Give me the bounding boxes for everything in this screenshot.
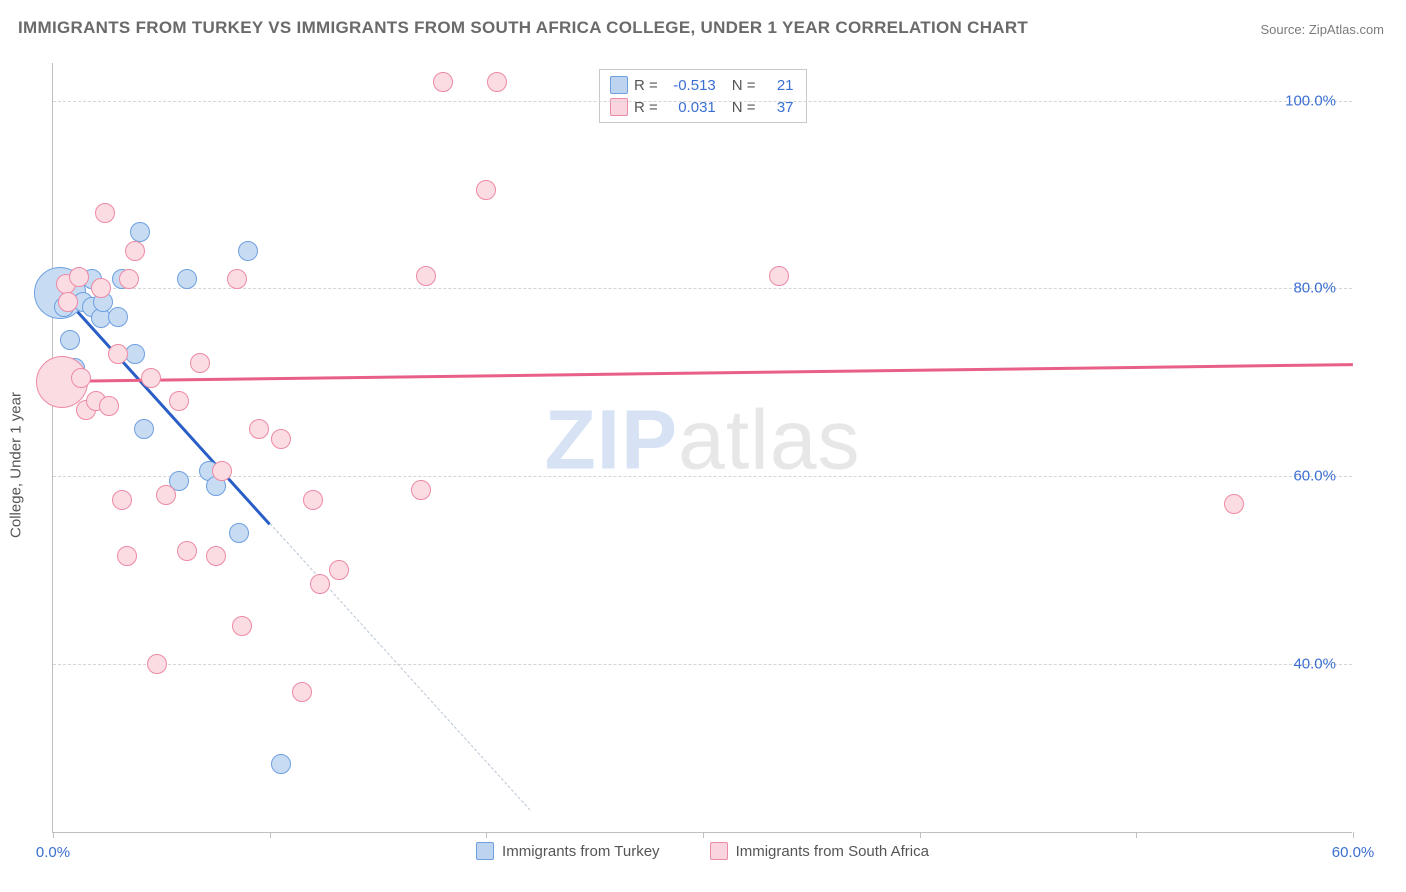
series-name: Immigrants from Turkey [502, 843, 660, 860]
data-point [112, 490, 132, 510]
watermark: ZIPatlas [544, 391, 860, 488]
data-point [271, 754, 291, 774]
legend-row: R = -0.513 N = 21 [610, 74, 794, 96]
data-point [91, 278, 111, 298]
data-point [60, 330, 80, 350]
data-point [147, 654, 167, 674]
data-point [169, 391, 189, 411]
data-point [190, 353, 210, 373]
gridline [53, 288, 1352, 289]
plot-area: ZIPatlas R =-0.513N =21R =0.031N =37 Imm… [52, 63, 1352, 833]
data-point [108, 344, 128, 364]
legend-swatch [476, 842, 494, 860]
data-point [125, 344, 145, 364]
legend-n-label: N = [732, 77, 756, 94]
gridline [53, 476, 1352, 477]
series-legend-item: Immigrants from Turkey [476, 842, 660, 860]
data-point [95, 203, 115, 223]
data-point [99, 396, 119, 416]
data-point [310, 574, 330, 594]
data-point [177, 269, 197, 289]
y-tick-label: 60.0% [1293, 468, 1336, 485]
data-point [271, 429, 291, 449]
data-point [69, 267, 89, 287]
data-point [249, 419, 269, 439]
y-axis-label: College, Under 1 year [8, 392, 25, 538]
data-point [177, 541, 197, 561]
data-point [433, 72, 453, 92]
data-point [156, 485, 176, 505]
series-name: Immigrants from South Africa [736, 843, 929, 860]
data-point [125, 241, 145, 261]
data-point [58, 292, 78, 312]
data-point [238, 241, 258, 261]
data-point [487, 72, 507, 92]
gridline [53, 101, 1352, 102]
data-point [769, 266, 789, 286]
data-point [229, 523, 249, 543]
legend-r-label: R = [634, 77, 658, 94]
data-point [1224, 494, 1244, 514]
x-tick-label: 0.0% [36, 844, 70, 861]
data-point [212, 461, 232, 481]
data-point [232, 616, 252, 636]
data-point [117, 546, 137, 566]
x-tick [486, 832, 487, 838]
data-point [416, 266, 436, 286]
x-tick [1353, 832, 1354, 838]
data-point [292, 682, 312, 702]
x-tick [920, 832, 921, 838]
watermark-atlas: atlas [678, 392, 860, 486]
x-tick-label: 60.0% [1332, 844, 1375, 861]
series-legend-item: Immigrants from South Africa [710, 842, 929, 860]
watermark-zip: ZIP [544, 392, 678, 486]
data-point [141, 368, 161, 388]
stats-legend: R = -0.513 N = 21 R =0.031N =37 [599, 69, 807, 123]
chart-container: College, Under 1 year ZIPatlas R = -0.513… [0, 55, 1406, 875]
y-tick-label: 80.0% [1293, 280, 1336, 297]
data-point [119, 269, 139, 289]
legend-r-value: -0.513 [664, 77, 716, 94]
data-point [227, 269, 247, 289]
data-point [134, 419, 154, 439]
x-tick [1136, 832, 1137, 838]
gridline [53, 664, 1352, 665]
legend-n-value: 21 [762, 77, 794, 94]
x-tick [53, 832, 54, 838]
data-point [329, 560, 349, 580]
data-point [108, 307, 128, 327]
data-point [71, 368, 91, 388]
legend-swatch [710, 842, 728, 860]
x-tick [703, 832, 704, 838]
x-tick [270, 832, 271, 838]
series-legend: Immigrants from Turkey Immigrants from So… [53, 842, 1352, 860]
legend-row: R =0.031N =37 [610, 96, 794, 118]
trend-line [53, 363, 1353, 382]
chart-title: IMMIGRANTS FROM TURKEY VS IMMIGRANTS FRO… [18, 18, 1028, 38]
source-label: Source: ZipAtlas.com [1260, 22, 1384, 37]
data-point [303, 490, 323, 510]
data-point [130, 222, 150, 242]
data-point [476, 180, 496, 200]
y-tick-label: 100.0% [1285, 92, 1336, 109]
data-point [411, 480, 431, 500]
y-tick-label: 40.0% [1293, 655, 1336, 672]
data-point [206, 546, 226, 566]
legend-swatch [610, 76, 628, 94]
trend-line [269, 523, 530, 810]
